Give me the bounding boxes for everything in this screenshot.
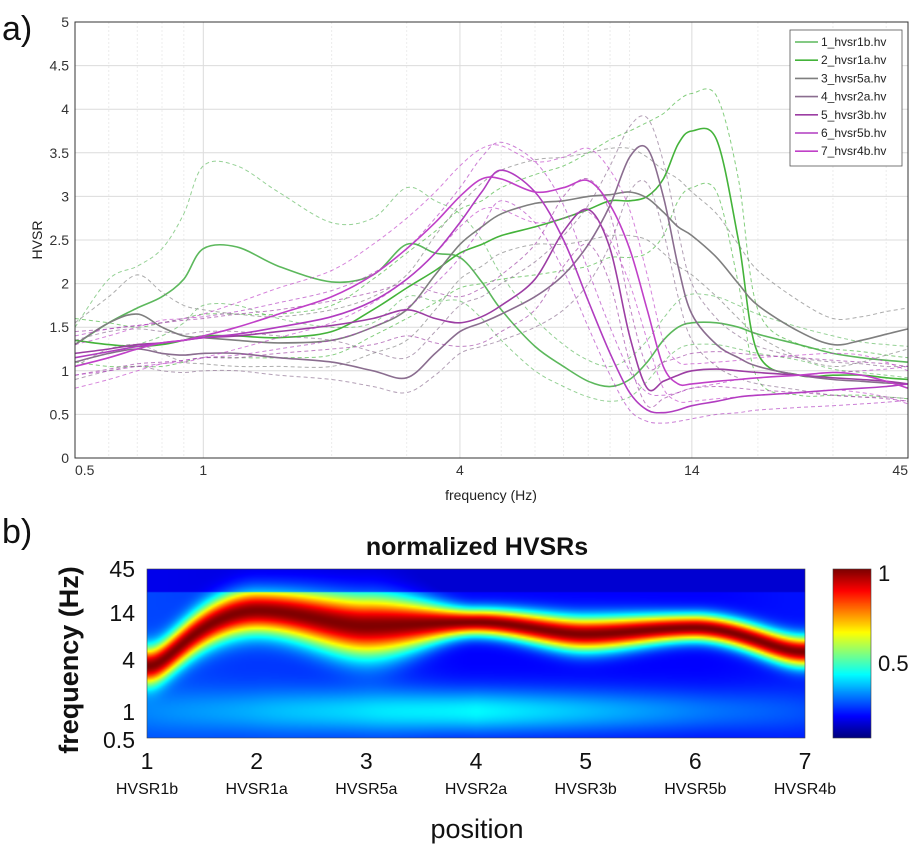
chart-b-colorbar (833, 569, 871, 738)
chart-b-heatmap (147, 569, 805, 738)
chart-a-x-tick-label: 14 (684, 462, 700, 478)
series-6-lower-bound (74, 200, 909, 424)
chart-b-x-tick-name: HVSR3b (555, 781, 617, 798)
series-7 (74, 144, 909, 405)
chart-a-y-tick-label: 0.5 (50, 406, 70, 422)
chart-b-frame (146, 568, 806, 739)
chart-a-x-tick-label: 4 (456, 462, 464, 478)
panel-label-b: b) (2, 513, 32, 551)
series-7-upper-bound (74, 144, 909, 372)
legend-label: 4_hvsr2a.hv (821, 90, 886, 104)
chart-b-x-tick-name: HVSR5a (335, 781, 397, 798)
chart-a-y-tick-label: 0 (61, 450, 69, 466)
chart-a-series (74, 88, 909, 424)
chart-a-y-tick-label: 4 (61, 101, 69, 117)
chart-b-x-tick-label: 7 (799, 748, 812, 774)
chart-b-ticks: 0.51414451HVSR1b2HVSR1a3HVSR5a4HVSR2a5HV… (103, 556, 836, 798)
chart-a-y-tick-label: 2 (61, 276, 69, 292)
chart-b-colorbar-ticks: 10.5 (878, 561, 909, 676)
legend-label: 1_hvsr1b.hv (821, 35, 886, 49)
chart-b-y-tick-label: 14 (109, 600, 135, 626)
chart-b-x-tick-name: HVSR5b (664, 781, 726, 798)
chart-a-y-tick-label: 3.5 (50, 145, 70, 161)
chart-b-x-tick-name: HVSR1b (116, 781, 178, 798)
chart-b-y-tick-label: 45 (109, 556, 135, 582)
chart-b-title: normalized HVSRs (366, 533, 588, 561)
chart-a-frame (74, 21, 909, 459)
chart-b-colorbar-frame (832, 568, 872, 739)
chart-b-x-tick-label: 1 (141, 748, 154, 774)
series-1-upper-bound (74, 160, 909, 367)
legend-label: 5_hvsr3b.hv (821, 108, 886, 122)
chart-a-xlabel: frequency (Hz) (445, 487, 537, 503)
chart-a-x-tick-label: 45 (892, 462, 908, 478)
legend-label: 2_hvsr1a.hv (821, 53, 886, 67)
legend-label: 3_hvsr5a.hv (821, 71, 886, 85)
series-5-upper-bound (74, 177, 909, 371)
chart-b-y-tick-label: 1 (122, 699, 135, 725)
series-2-upper-bound (74, 88, 909, 359)
chart-a-y-tick-label: 2.5 (50, 232, 70, 248)
series-4-upper-bound (74, 115, 909, 368)
chart-b-x-tick-name: HVSR4b (774, 781, 836, 798)
chart-b-x-tick-label: 4 (470, 748, 483, 774)
series-1-lower-bound (74, 295, 909, 402)
chart-a-y-tick-label: 1 (61, 363, 69, 379)
chart-b-x-tick-label: 2 (250, 748, 263, 774)
chart-b-y-tick-label: 4 (122, 647, 135, 673)
chart-b-x-tick-label: 3 (360, 748, 373, 774)
legend-box (789, 29, 903, 167)
chart-b-xlabel: position (430, 814, 523, 844)
chart-b-y-tick-label: 0.5 (103, 727, 135, 753)
series-6 (74, 141, 909, 424)
colorbar-tick-label: 1 (878, 561, 890, 586)
chart-a-legend: 1_hvsr1b.hv 2_hvsr1a.hv 3_hvsr5a.hv 4_hvsr2… (789, 29, 903, 167)
chart-b-ylabel: frequency (Hz) (54, 566, 84, 754)
series-6-line (74, 169, 909, 414)
chart-a-y-tick-label: 5 (61, 14, 69, 30)
chart-a-x-tick-label: 0.5 (75, 462, 95, 478)
legend-label: 6_hvsr5b.hv (821, 126, 886, 140)
chart-b-x-tick-label: 6 (689, 748, 702, 774)
series-7-line (74, 176, 909, 389)
chart-b-x-tick-name: HVSR2a (445, 781, 507, 798)
series-3-upper-bound (74, 147, 909, 324)
chart-a-y-tick-label: 4.5 (50, 58, 70, 74)
chart-a-y-tick-label: 3 (61, 188, 69, 204)
series-1-line (74, 242, 909, 388)
series-4-lower-bound (74, 179, 909, 400)
series-7-lower-bound (74, 207, 909, 405)
chart-b-x-tick-name: HVSR1a (226, 781, 288, 798)
chart-b: 0.51414451HVSR1b2HVSR1a3HVSR5a4HVSR2a5HV… (54, 556, 909, 844)
chart-b-x-tick-label: 5 (579, 748, 592, 774)
panel-label-a: a) (2, 10, 32, 48)
legend-label: 7_hvsr4b.hv (821, 144, 886, 158)
colorbar-tick-label: 0.5 (878, 651, 909, 676)
series-2-line (74, 127, 909, 381)
chart-a-ylabel: HVSR (29, 221, 45, 260)
chart-a-y-tick-label: 1.5 (50, 319, 70, 335)
series-1 (74, 160, 909, 402)
chart-a-x-tick-label: 1 (199, 462, 207, 478)
